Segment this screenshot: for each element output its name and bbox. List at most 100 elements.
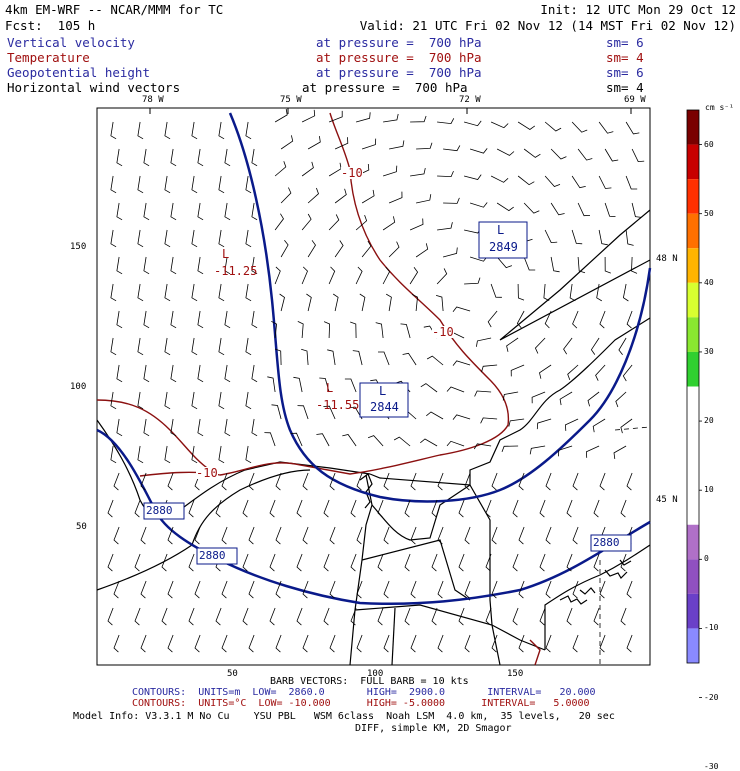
field-name-temperature: Temperature <box>7 50 90 65</box>
wind-barb <box>269 499 276 518</box>
wind-barb <box>143 256 150 275</box>
wind-barb <box>571 121 588 133</box>
wind-barb <box>224 256 231 275</box>
wind-barb <box>301 348 309 366</box>
wind-barb <box>302 472 309 491</box>
colorbar-tick-label: 20 <box>704 416 714 426</box>
wind-barb <box>599 634 606 653</box>
wind-barb <box>458 553 465 572</box>
wind-barb <box>446 386 465 393</box>
wind-barb <box>517 121 536 130</box>
wind-barb <box>359 293 366 312</box>
wind-barb <box>307 136 321 150</box>
wind-barb <box>316 433 330 447</box>
colorbar-segment <box>687 421 699 456</box>
wind-barb <box>452 414 471 420</box>
wind-barb <box>517 283 525 301</box>
wind-barb <box>113 472 120 491</box>
wind-barb <box>306 293 312 312</box>
wind-barb <box>161 553 168 572</box>
wind-barb <box>329 634 336 653</box>
wind-barb <box>143 418 150 437</box>
wind-barb <box>577 202 591 217</box>
wind-barb <box>567 364 579 381</box>
wind-barb <box>245 283 252 302</box>
wind-barb <box>218 283 225 302</box>
wind-barb <box>251 418 258 437</box>
st-lawrence-shore <box>499 209 651 341</box>
wind-barb <box>140 580 147 599</box>
height-low-value: 2849 <box>489 240 518 254</box>
wind-barb <box>344 378 357 393</box>
wind-barb <box>625 229 634 246</box>
wind-barb <box>480 417 498 424</box>
wind-barb <box>491 580 498 599</box>
wind-barb <box>443 197 460 204</box>
wind-barb <box>215 499 222 518</box>
wind-barb <box>404 607 411 626</box>
wind-barb <box>464 580 471 599</box>
wind-barb <box>280 187 292 204</box>
wind-barb <box>382 216 396 231</box>
colorbar-segment <box>687 351 699 387</box>
colorbar-segment <box>687 213 699 249</box>
wind-barb <box>140 472 147 491</box>
wind-barb <box>107 607 114 626</box>
wind-barb <box>350 553 357 572</box>
wind-barb <box>410 526 417 545</box>
wind-barb <box>248 580 255 599</box>
boundaries <box>96 209 651 666</box>
wind-barb <box>221 526 228 545</box>
wind-barb <box>464 277 481 285</box>
wind-barb <box>296 607 303 626</box>
wind-barb <box>604 148 619 162</box>
wind-barb <box>388 241 400 258</box>
wind-barb <box>307 240 316 258</box>
wind-barb <box>274 348 282 366</box>
field-level-geopotential-height: at pressure = 700 hPa <box>316 65 482 80</box>
vermont-west-border <box>349 474 373 666</box>
wind-barb <box>188 499 195 518</box>
wind-barb <box>224 310 231 329</box>
model-diffusion: DIFF, simple KM, 2D Smagor <box>355 723 512 734</box>
wind-barb <box>626 310 633 329</box>
wind-barb <box>625 121 640 135</box>
wind-barb <box>410 168 426 177</box>
wind-barb <box>191 283 198 302</box>
wind-barb <box>539 553 546 572</box>
wind-barb <box>512 553 519 572</box>
wind-barb <box>474 390 492 397</box>
wind-barb <box>275 580 282 599</box>
colorbar-segment <box>687 628 699 663</box>
wind-barb <box>496 256 513 269</box>
wind-barb <box>622 364 633 382</box>
lon-label: 75 W <box>280 95 302 105</box>
wind-barb <box>245 391 252 410</box>
wind-barb <box>593 607 600 626</box>
lake-champlain <box>359 473 373 509</box>
wind-barb <box>437 222 453 231</box>
colorbar-segment <box>687 593 699 629</box>
wind-barb <box>377 607 384 626</box>
wind-barb <box>356 634 363 653</box>
wind-barb <box>197 364 204 383</box>
wind-barb <box>116 310 123 329</box>
wind-barb <box>502 391 519 401</box>
wind-barb <box>409 267 419 285</box>
temperature-contours <box>96 112 541 666</box>
wind-barb <box>490 121 509 129</box>
wind-barb <box>194 634 201 653</box>
wind-barb <box>329 472 336 491</box>
wind-barb <box>110 445 117 464</box>
init-time: Init: 12 UTC Mon 29 Oct 12 <box>540 2 736 17</box>
height-label-box <box>143 502 185 520</box>
wind-barb <box>296 553 303 572</box>
wind-barb <box>383 580 390 599</box>
wind-barb <box>275 526 282 545</box>
wind-barb <box>143 148 150 167</box>
wind-barb <box>550 148 567 160</box>
wind-barb <box>593 499 600 518</box>
wind-barb <box>319 377 330 393</box>
wind-barb <box>550 202 565 216</box>
wind-barb <box>224 364 231 383</box>
